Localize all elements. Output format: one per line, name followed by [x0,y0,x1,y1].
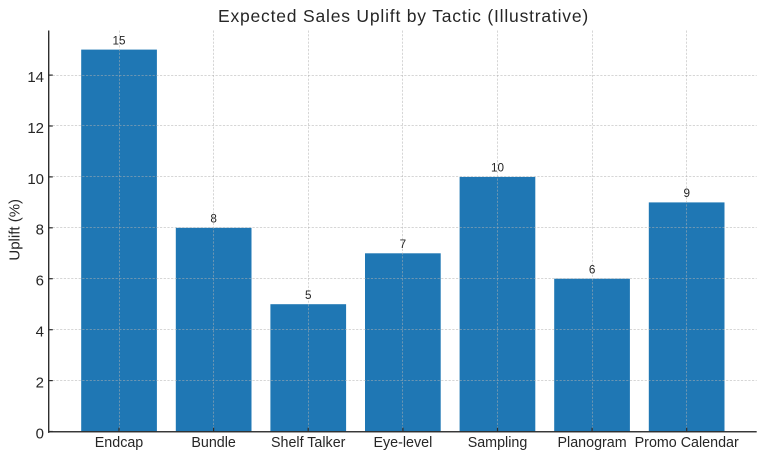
svg-text:5: 5 [305,289,312,302]
svg-text:Promo Calendar: Promo Calendar [635,435,739,451]
svg-text:Endcap: Endcap [95,435,144,451]
svg-text:12: 12 [27,120,44,137]
svg-text:10: 10 [491,162,505,175]
svg-text:2: 2 [36,375,44,392]
svg-text:14: 14 [27,69,44,86]
svg-text:7: 7 [400,238,407,251]
svg-text:Bundle: Bundle [191,435,236,451]
svg-text:4: 4 [36,324,44,341]
svg-text:Uplift (%): Uplift (%) [7,199,24,261]
svg-text:8: 8 [210,213,217,226]
svg-text:6: 6 [589,264,596,277]
svg-text:Planogram: Planogram [558,435,627,451]
svg-text:Sampling: Sampling [468,435,528,451]
svg-text:0: 0 [36,425,44,442]
svg-text:10: 10 [27,171,44,188]
svg-text:Shelf Talker: Shelf Talker [271,435,346,451]
svg-text:Eye-level: Eye-level [373,435,432,451]
svg-text:Expected Sales Uplift by Tacti: Expected Sales Uplift by Tactic (Illustr… [218,6,589,26]
svg-text:9: 9 [683,187,690,200]
svg-text:8: 8 [36,222,44,239]
svg-text:6: 6 [36,273,44,290]
svg-text:15: 15 [112,34,126,47]
